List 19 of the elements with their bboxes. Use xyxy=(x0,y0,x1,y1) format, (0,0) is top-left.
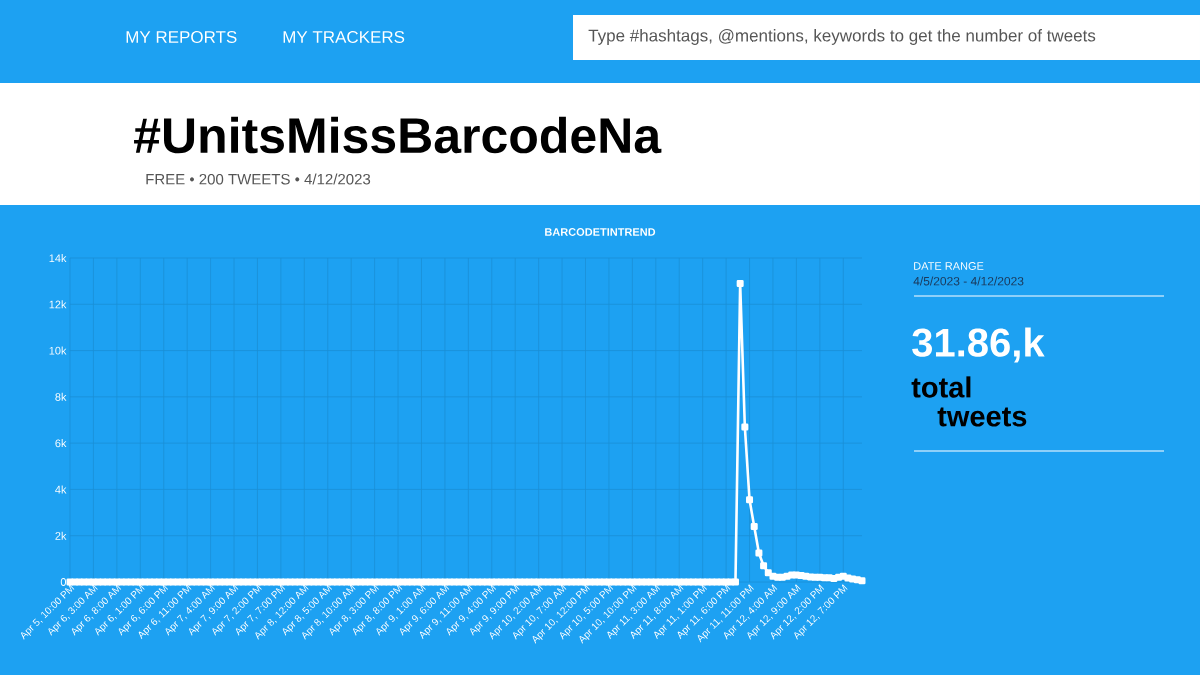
y-tick-label: 14k xyxy=(49,254,67,262)
text: tweets xyxy=(937,407,1027,427)
chart-title: BARCODETINTREND xyxy=(545,228,656,236)
y-tick-label: 0 xyxy=(60,578,67,586)
text: 31.86,k xyxy=(912,327,1045,363)
text: total xyxy=(911,376,971,398)
text: Type #hashtags, @mentions, keywords to get the number of tweets xyxy=(588,29,1096,45)
y-tick-label: 6k xyxy=(55,439,67,448)
text: #UnitsMissBarcodeNa xyxy=(134,116,662,154)
text: 4/5/2023 - 4/12/2023 xyxy=(913,276,1024,286)
text: DATE RANGE xyxy=(914,262,984,270)
y-tick-label: 8k xyxy=(55,392,67,401)
text: MY REPORTS xyxy=(126,30,237,44)
y-tick-label: 10k xyxy=(49,346,67,355)
text: MY TRACKERS xyxy=(283,30,405,44)
y-tick-label: 12k xyxy=(49,300,67,309)
y-tick-label: 2k xyxy=(55,531,67,540)
text: FREE • 200 TWEETS • 4/12/2023 xyxy=(146,173,371,185)
y-tick-label: 4k xyxy=(55,485,67,494)
